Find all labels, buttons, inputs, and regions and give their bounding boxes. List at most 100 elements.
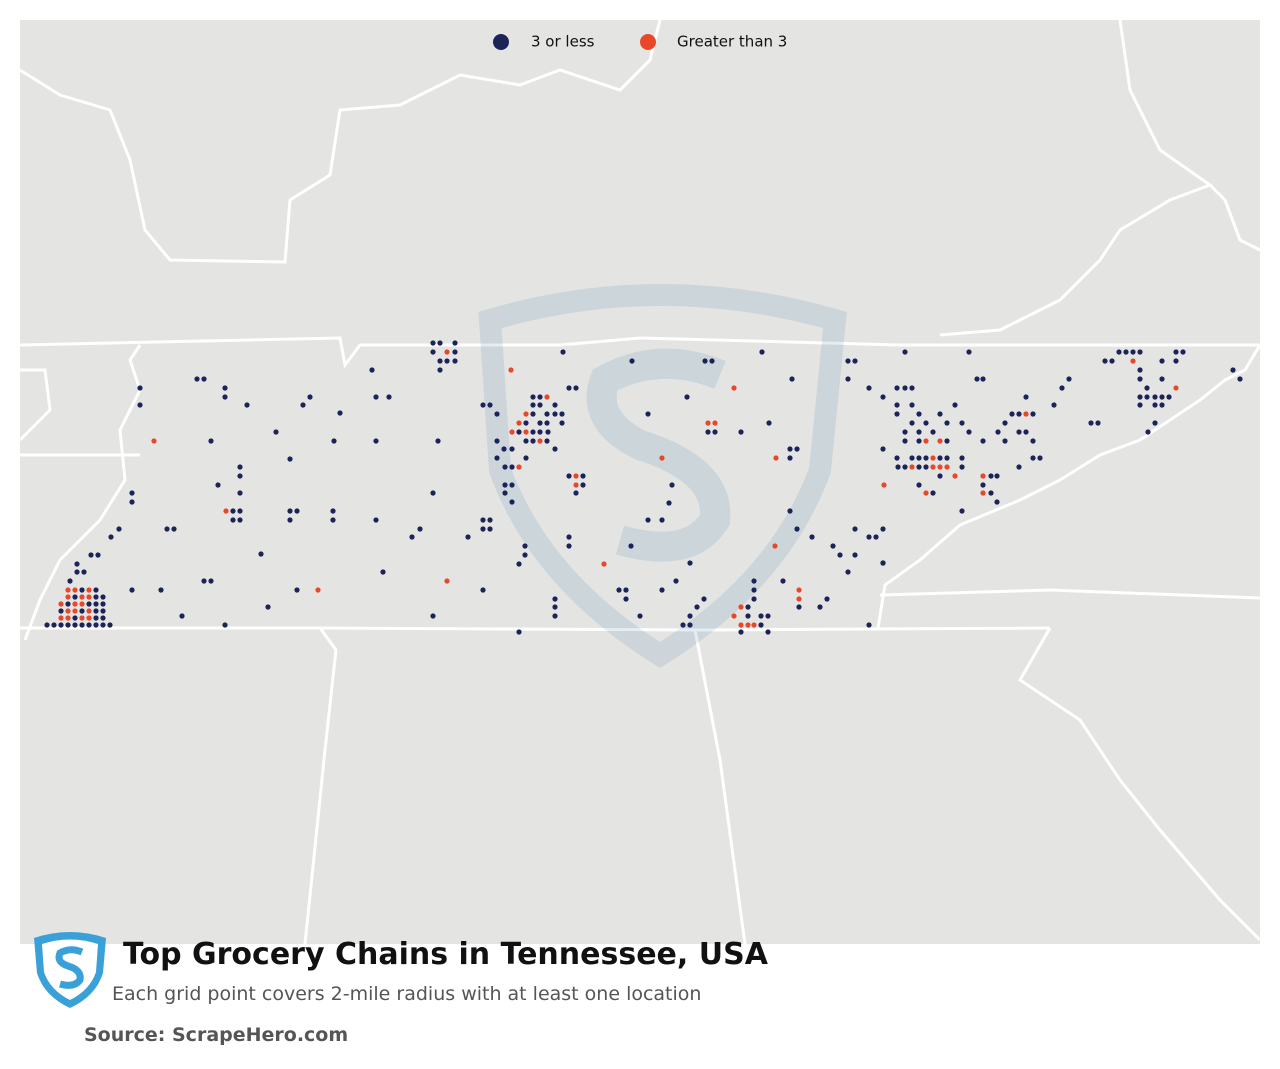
location-dot: [95, 552, 101, 558]
location-dot: [937, 464, 943, 470]
location-dot: [645, 517, 651, 523]
location-dot: [573, 482, 579, 488]
location-dot: [74, 561, 80, 567]
location-dot: [837, 552, 843, 558]
location-dot: [902, 385, 908, 391]
location-dot: [780, 578, 786, 584]
title: Top Grocery Chains in Tennessee, USA: [123, 937, 768, 972]
location-dot: [758, 622, 764, 628]
location-dot: [287, 517, 293, 523]
location-dot: [307, 394, 313, 400]
location-dot: [523, 455, 529, 461]
location-dot: [1023, 394, 1029, 400]
location-dot: [745, 604, 751, 610]
location-dot: [537, 420, 543, 426]
legend-swatch: [493, 34, 509, 50]
location-dot: [995, 429, 1001, 435]
location-dot: [258, 551, 264, 557]
location-dot: [796, 604, 802, 610]
location-dot: [509, 446, 515, 452]
location-dot: [480, 526, 486, 532]
location-dot: [994, 499, 1000, 505]
location-dot: [628, 543, 634, 549]
map-background: [20, 20, 1260, 944]
location-dot: [294, 587, 300, 593]
location-dot: [902, 438, 908, 444]
location-dot: [452, 358, 458, 364]
location-dot: [1173, 358, 1179, 364]
location-dot: [65, 622, 71, 628]
location-dot: [58, 608, 64, 614]
location-dot: [452, 349, 458, 355]
location-dot: [580, 482, 586, 488]
location-dot: [694, 604, 700, 610]
location-dot: [680, 622, 686, 628]
location-dot: [880, 394, 886, 400]
location-dot: [923, 455, 929, 461]
location-dot: [544, 420, 550, 426]
location-dot: [930, 455, 936, 461]
location-dot: [623, 587, 629, 593]
location-dot: [902, 464, 908, 470]
location-dot: [373, 438, 379, 444]
location-dot: [100, 594, 106, 600]
location-dot: [974, 376, 980, 382]
location-dot: [86, 587, 92, 593]
location-dot: [709, 358, 715, 364]
location-dot: [966, 429, 972, 435]
location-dot: [129, 499, 135, 505]
location-dot: [952, 473, 958, 479]
location-dot: [959, 455, 965, 461]
location-dot: [487, 526, 493, 532]
location-dot: [1102, 358, 1108, 364]
location-dot: [179, 613, 185, 619]
location-dot: [669, 482, 675, 488]
location-dot: [237, 517, 243, 523]
location-dot: [444, 358, 450, 364]
location-dot: [673, 578, 679, 584]
location-dot: [705, 420, 711, 426]
location-dot: [523, 429, 529, 435]
location-dot: [959, 508, 965, 514]
location-dot: [751, 578, 757, 584]
location-dot: [244, 402, 250, 408]
location-dot: [772, 543, 778, 549]
location-dot: [895, 464, 901, 470]
location-dot: [509, 429, 515, 435]
location-dot: [480, 402, 486, 408]
location-dot: [79, 615, 85, 621]
location-dot: [766, 420, 772, 426]
location-dot: [437, 367, 443, 373]
location-dot: [537, 394, 543, 400]
location-dot: [809, 534, 815, 540]
location-dot: [909, 402, 915, 408]
location-dot: [516, 429, 522, 435]
location-dot: [516, 420, 522, 426]
location-dot: [866, 385, 872, 391]
location-dot: [494, 438, 500, 444]
location-dot: [100, 615, 106, 621]
location-dot: [687, 622, 693, 628]
location-dot: [222, 385, 228, 391]
location-dot: [894, 385, 900, 391]
location-dot: [201, 376, 207, 382]
location-dot: [1152, 402, 1158, 408]
location-dot: [916, 429, 922, 435]
location-dot: [65, 615, 71, 621]
location-dot: [659, 517, 665, 523]
location-dot: [215, 482, 221, 488]
location-dot: [988, 473, 994, 479]
location-dot: [845, 376, 851, 382]
location-dot: [237, 473, 243, 479]
location-dot: [88, 552, 94, 558]
location-dot: [237, 490, 243, 496]
location-dot: [944, 455, 950, 461]
location-dot: [552, 411, 558, 417]
location-dot: [944, 420, 950, 426]
location-dot: [315, 587, 321, 593]
location-dot: [265, 604, 271, 610]
location-dot: [79, 594, 85, 600]
location-dot: [79, 622, 85, 628]
location-dot: [916, 411, 922, 417]
location-dot: [659, 587, 665, 593]
